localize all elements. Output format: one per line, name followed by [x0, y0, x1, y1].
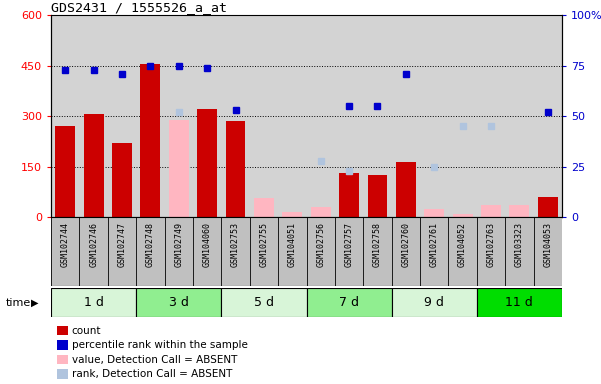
Text: GSM102757: GSM102757 [344, 222, 353, 267]
Bar [225, 121, 245, 217]
Text: GSM102756: GSM102756 [316, 222, 325, 267]
Text: GSM102763: GSM102763 [486, 222, 495, 267]
Text: GSM104060: GSM104060 [203, 222, 212, 267]
Text: 9 d: 9 d [424, 296, 444, 309]
Bar [424, 209, 444, 217]
Text: time: time [6, 298, 31, 308]
Bar [477, 288, 562, 317]
Text: GSM102747: GSM102747 [118, 222, 127, 267]
Text: GSM104052: GSM104052 [458, 222, 467, 267]
Text: GSM102746: GSM102746 [89, 222, 98, 267]
Text: GSM102748: GSM102748 [146, 222, 155, 267]
Text: value, Detection Call = ABSENT: value, Detection Call = ABSENT [72, 355, 237, 365]
Text: GSM102749: GSM102749 [174, 222, 183, 267]
Bar [51, 288, 136, 317]
Bar [392, 288, 477, 317]
Text: GSM102753: GSM102753 [231, 222, 240, 267]
Text: GSM103323: GSM103323 [515, 222, 524, 267]
Bar [282, 212, 302, 217]
Bar [197, 109, 217, 217]
Bar [112, 143, 132, 217]
Text: GSM102761: GSM102761 [430, 222, 439, 267]
Bar [396, 162, 416, 217]
Text: ▶: ▶ [31, 298, 38, 308]
Text: percentile rank within the sample: percentile rank within the sample [72, 340, 248, 350]
Bar [538, 197, 558, 217]
Bar [221, 288, 307, 317]
Bar [136, 288, 221, 317]
Text: GSM102760: GSM102760 [401, 222, 410, 267]
Text: 3 d: 3 d [169, 296, 189, 309]
Bar [141, 64, 160, 217]
Bar [311, 207, 331, 217]
Bar [510, 205, 529, 217]
Bar [55, 126, 75, 217]
Bar [307, 288, 392, 317]
Bar [254, 199, 274, 217]
Text: count: count [72, 326, 101, 336]
Text: 11 d: 11 d [505, 296, 533, 309]
Text: 7 d: 7 d [339, 296, 359, 309]
Text: 5 d: 5 d [254, 296, 274, 309]
Bar [368, 175, 388, 217]
Text: rank, Detection Call = ABSENT: rank, Detection Call = ABSENT [72, 369, 232, 379]
Text: 1 d: 1 d [84, 296, 103, 309]
Bar [453, 214, 472, 217]
Bar [339, 173, 359, 217]
Text: GSM104053: GSM104053 [543, 222, 552, 267]
Text: GSM102755: GSM102755 [260, 222, 269, 267]
Bar [169, 119, 189, 217]
Bar [481, 205, 501, 217]
Text: GSM104051: GSM104051 [288, 222, 297, 267]
Text: GDS2431 / 1555526_a_at: GDS2431 / 1555526_a_at [51, 1, 227, 14]
Text: GSM102758: GSM102758 [373, 222, 382, 267]
Text: GSM102744: GSM102744 [61, 222, 70, 267]
Bar [84, 114, 103, 217]
